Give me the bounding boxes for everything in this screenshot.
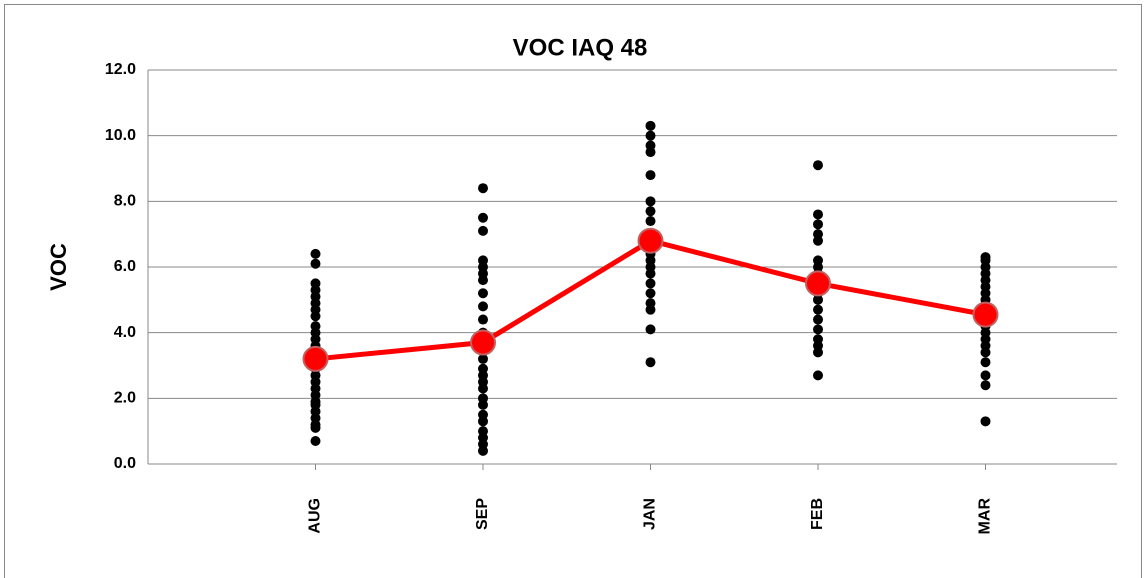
- data-point: [310, 258, 321, 269]
- data-point: [645, 268, 656, 279]
- y-tick-label: 12.0: [105, 61, 136, 78]
- y-tick-label: 0.0: [114, 455, 136, 472]
- data-point: [813, 219, 823, 230]
- data-point: [645, 196, 656, 207]
- data-point: [645, 357, 656, 368]
- data-point: [478, 301, 488, 312]
- data-point: [645, 278, 656, 289]
- y-tick-label: 8.0: [114, 193, 136, 210]
- data-point: [980, 370, 991, 381]
- data-point: [813, 304, 823, 315]
- chart-border: [4, 4, 1142, 578]
- data-point: [813, 324, 823, 335]
- data-point: [645, 170, 656, 181]
- x-tick-label: FEB: [809, 498, 826, 530]
- data-point: [645, 288, 656, 299]
- data-point: [478, 399, 488, 410]
- data-point: [310, 436, 321, 447]
- data-point: [980, 347, 991, 358]
- data-point: [813, 294, 823, 305]
- chart-title: VOC IAQ 48: [513, 34, 648, 61]
- data-point: [645, 147, 656, 158]
- data-point: [478, 445, 488, 456]
- data-point: [645, 206, 656, 217]
- x-tick-label: JAN: [642, 498, 659, 530]
- data-point: [980, 357, 991, 368]
- x-tick-label: AUG: [307, 498, 324, 534]
- mean-marker: [470, 329, 496, 356]
- mean-marker: [302, 345, 329, 372]
- data-point: [478, 225, 488, 236]
- data-point: [645, 216, 656, 227]
- y-tick-label: 10.0: [105, 127, 136, 144]
- y-tick-label: 2.0: [114, 390, 136, 407]
- data-point: [645, 324, 656, 335]
- data-point: [478, 212, 488, 223]
- data-point: [813, 160, 823, 171]
- data-point: [645, 304, 656, 315]
- data-point: [813, 209, 823, 220]
- y-tick-label: 4.0: [114, 324, 136, 341]
- data-point: [478, 383, 488, 394]
- mean-marker: [637, 227, 664, 254]
- x-tick-label: MAR: [977, 498, 994, 535]
- data-point: [478, 314, 488, 325]
- data-point: [645, 120, 656, 131]
- data-point: [813, 347, 823, 358]
- data-point: [813, 235, 823, 246]
- data-point: [980, 416, 991, 427]
- mean-marker: [805, 270, 831, 297]
- data-point: [478, 288, 488, 299]
- data-point: [310, 248, 321, 259]
- x-tick-label: SEP: [474, 498, 491, 530]
- data-point: [478, 353, 488, 364]
- data-point: [645, 130, 656, 141]
- data-point: [813, 370, 823, 381]
- y-axis-label: VOC: [46, 243, 71, 291]
- data-point: [980, 380, 991, 391]
- mean-marker: [972, 301, 999, 328]
- data-point: [813, 314, 823, 325]
- data-point: [478, 183, 488, 194]
- y-tick-label: 6.0: [114, 258, 136, 275]
- data-point: [310, 422, 321, 433]
- data-point: [478, 275, 488, 286]
- data-point: [310, 311, 321, 322]
- data-point: [478, 416, 488, 427]
